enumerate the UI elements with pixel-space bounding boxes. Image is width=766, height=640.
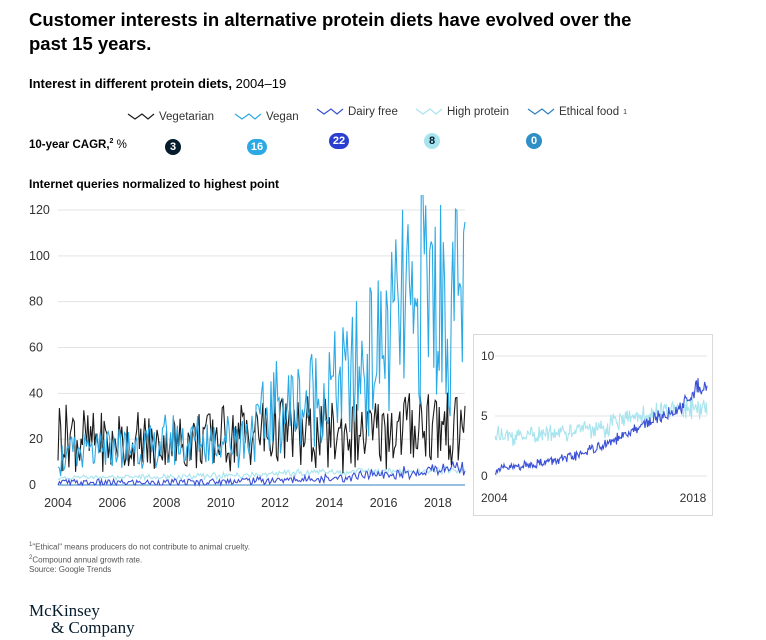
subtitle-main: Interest in different protein diets,: [29, 76, 232, 91]
y-tick-label: 60: [29, 341, 43, 355]
x-tick-label: 2014: [315, 496, 343, 510]
footnote-2: 2Compound annual growth rate.: [29, 554, 143, 565]
footnote-1: 1"Ethical" means producers do not contri…: [29, 542, 250, 552]
cagr-badge-dairy-free: 22: [329, 133, 349, 149]
legend-item-vegan: Vegan: [234, 111, 299, 123]
y-tick-label: 120: [29, 203, 50, 217]
inset-series-line-high-protein: [494, 398, 708, 447]
legend-swatch-icon: [527, 108, 555, 115]
chart-headline: Customer interests in alternative protei…: [29, 9, 632, 54]
legend-item-ethical-food: Ethical food 1: [527, 106, 627, 118]
legend-item-vegetarian: Vegetarian: [127, 111, 214, 123]
cagr-badge-vegan: 16: [247, 139, 267, 155]
x-tick-label: 2016: [370, 496, 398, 510]
y-axis-title: Internet queries normalized to highest p…: [29, 177, 280, 191]
y-tick-label: 100: [29, 249, 50, 263]
x-tick-label: 2018: [424, 496, 452, 510]
cagr-badge-high-protein: 8: [424, 133, 440, 149]
legend-label: Ethical food: [559, 106, 620, 118]
y-tick-label: 0: [29, 478, 36, 492]
legend-item-high-protein: High protein: [415, 106, 509, 118]
inset-series-line-dairy-free: [494, 378, 708, 476]
series-line-vegan: [57, 195, 466, 477]
x-tick-label: 2010: [207, 496, 235, 510]
y-tick-label: 80: [29, 295, 43, 309]
legend-label: Vegan: [266, 111, 299, 123]
legend-swatch-icon: [127, 113, 155, 120]
x-tick-label: 2004: [44, 496, 72, 510]
footnotes: 1"Ethical" means producers do not contri…: [29, 540, 250, 575]
inset-y-tick-label: 10: [481, 349, 495, 363]
cagr-badge-ethical-food: 0: [526, 133, 542, 149]
x-tick-label: 2006: [98, 496, 126, 510]
series-line-dairy-free: [57, 461, 466, 487]
legend-label: Dairy free: [348, 106, 398, 118]
inset-line-chart: 0 5 10 2004 2018: [473, 334, 713, 516]
inset-frame: [473, 334, 713, 516]
cagr-label: 10-year CAGR,2 %: [29, 138, 127, 151]
subtitle-years: 2004–19: [235, 76, 287, 91]
main-line-chart: 0 20 40 60 80 100 120 2004 2006 2008 2010 2012 2014 2…: [29, 195, 466, 510]
y-tick-label: 20: [29, 432, 43, 446]
x-tick-label: 2012: [261, 496, 289, 510]
legend-label: High protein: [447, 106, 510, 118]
inset-y-tick-label: 0: [481, 469, 488, 483]
legend-swatch-icon: [415, 108, 443, 115]
inset-x-tick-label: 2004: [481, 491, 508, 505]
legend-item-dairy-free: Dairy free: [316, 106, 398, 118]
legend-label: Vegetarian: [159, 111, 214, 123]
cagr-badge-vegetarian: 3: [165, 139, 181, 155]
mckinsey-logo: McKinsey & Company: [29, 601, 135, 637]
x-tick-label: 2008: [153, 496, 181, 510]
legend-swatch-icon: [316, 108, 344, 115]
chart-subtitle: Interest in different protein diets, 200…: [29, 76, 286, 91]
y-tick-label: 40: [29, 386, 43, 400]
legend-swatch-icon: [234, 113, 262, 120]
inset-x-tick-label: 2018: [680, 491, 707, 505]
footnote-source: Source: Google Trends: [29, 565, 112, 575]
series-line-vegetarian: [57, 392, 466, 474]
inset-y-tick-label: 5: [481, 409, 488, 423]
